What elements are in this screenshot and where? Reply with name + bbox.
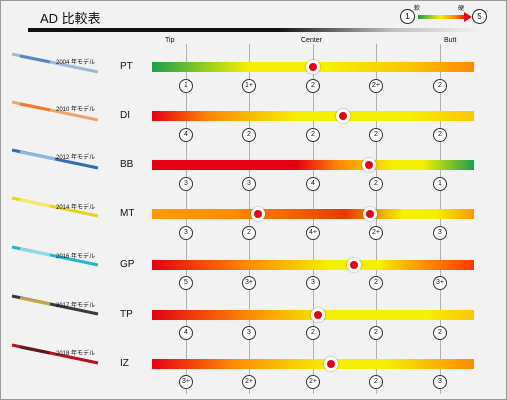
shaft-model-year: 2018 年モデル <box>56 351 96 357</box>
flex-value: 2+ <box>369 226 383 240</box>
flex-value: 2 <box>369 326 383 340</box>
kick-point-marker <box>347 258 361 272</box>
shaft-code: PT <box>120 61 133 72</box>
flex-value: 4 <box>179 128 193 142</box>
flex-value: 2 <box>306 326 320 340</box>
flex-value: 5 <box>179 276 193 290</box>
shaft-image <box>11 294 99 316</box>
flex-value: 2 <box>433 326 447 340</box>
kick-point-marker <box>311 308 325 322</box>
guide-line-5 <box>440 44 441 394</box>
flex-value: 2 <box>306 128 320 142</box>
flex-value: 2 <box>369 276 383 290</box>
flex-profile-bar <box>152 160 474 170</box>
flex-value: 2 <box>306 79 320 93</box>
shaft-image <box>11 100 99 122</box>
flex-value: 3+ <box>242 276 256 290</box>
flex-profile-bar <box>152 209 474 219</box>
shaft-model-year: 2004 年モデル <box>56 60 96 66</box>
flex-profile-bar <box>152 260 474 270</box>
legend-hard-value: 5 <box>472 9 487 24</box>
shaft-code: TP <box>120 309 133 320</box>
shaft-model-year: 2016 年モデル <box>56 254 96 260</box>
flex-value: 3 <box>242 177 256 191</box>
shaft-code: IZ <box>120 358 129 369</box>
kick-point-marker <box>362 158 376 172</box>
flex-value: 1 <box>179 79 193 93</box>
shaft-code: BB <box>120 159 134 170</box>
shaft-image <box>11 245 99 267</box>
guide-line-4 <box>376 44 377 394</box>
shaft-code: MT <box>120 208 135 219</box>
flex-value: 3 <box>306 276 320 290</box>
flex-value: 4 <box>306 177 320 191</box>
flex-value: 3 <box>433 375 447 389</box>
flex-value: 3 <box>242 326 256 340</box>
flex-value: 2 <box>242 226 256 240</box>
flex-value: 2 <box>433 128 447 142</box>
kick-point-marker <box>306 60 320 74</box>
flex-value: 2 <box>433 79 447 93</box>
shaft-model-year: 2012 年モデル <box>56 155 96 161</box>
flex-value: 1+ <box>242 79 256 93</box>
flex-value: 2 <box>369 375 383 389</box>
shaft-code: DI <box>120 110 130 121</box>
legend-soft-value: 1 <box>400 9 415 24</box>
kick-point-marker <box>363 207 377 221</box>
flex-value: 2 <box>369 128 383 142</box>
flex-value: 3 <box>433 226 447 240</box>
flex-value: 2 <box>369 177 383 191</box>
kick-point-marker <box>251 207 265 221</box>
flex-value: 2+ <box>369 79 383 93</box>
flex-value: 2 <box>242 128 256 142</box>
flex-profile-bar <box>152 111 474 121</box>
shaft-model-year: 2010 年モデル <box>56 107 96 113</box>
flex-value: 3+ <box>433 276 447 290</box>
legend-gradient-bar <box>418 15 467 19</box>
column-center: Center <box>301 37 323 44</box>
flex-value: 2+ <box>306 375 320 389</box>
flex-value: 3 <box>179 177 193 191</box>
flex-value: 1 <box>433 177 447 191</box>
flex-value: 2+ <box>242 375 256 389</box>
shaft-model-year: 2014 年モデル <box>56 205 96 211</box>
shaft-image <box>11 196 99 218</box>
shaft-model-year: 2017 年モデル <box>56 303 96 309</box>
column-butt: Butt <box>444 37 457 44</box>
kick-point-marker <box>336 109 350 123</box>
flex-value: 4 <box>179 326 193 340</box>
flex-profile-bar <box>152 359 474 369</box>
title-underline <box>28 28 482 32</box>
arrow-right-icon <box>464 12 472 22</box>
guide-line-2 <box>249 44 250 394</box>
legend-hard-label: 硬 <box>458 6 465 12</box>
guide-line-1 <box>186 44 187 394</box>
kick-point-marker <box>324 357 338 371</box>
shaft-code: GP <box>120 259 135 270</box>
guide-line-3 <box>313 44 314 394</box>
shaft-image <box>11 148 99 170</box>
legend-soft-label: 軟 <box>414 6 421 12</box>
flex-value: 4+ <box>306 226 320 240</box>
shaft-image <box>11 343 99 365</box>
column-tip: Tip <box>165 37 175 44</box>
flex-value: 3 <box>179 226 193 240</box>
page-title: AD 比較表 <box>40 11 101 26</box>
flex-value: 3+ <box>179 375 193 389</box>
shaft-image <box>11 52 99 74</box>
